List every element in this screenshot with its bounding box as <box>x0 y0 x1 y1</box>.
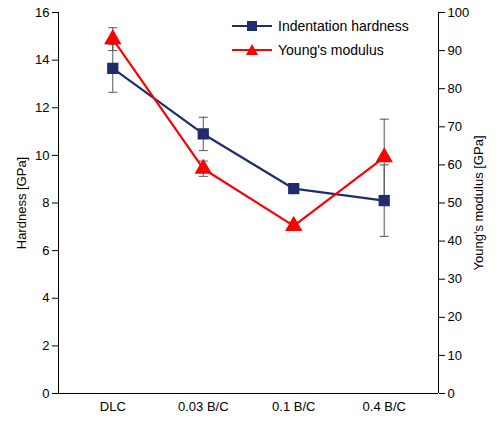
svg-text:12: 12 <box>35 100 49 115</box>
svg-text:20: 20 <box>448 309 462 324</box>
svg-text:8: 8 <box>42 195 49 210</box>
svg-text:80: 80 <box>448 81 462 96</box>
svg-text:10: 10 <box>448 348 462 363</box>
svg-text:4: 4 <box>42 290 49 305</box>
svg-text:90: 90 <box>448 43 462 58</box>
html-text:Indentation hardness: Indentation hardness <box>278 18 409 34</box>
svg-text:Hardness [GPa]: Hardness [GPa] <box>14 157 29 250</box>
svg-text:10: 10 <box>35 148 49 163</box>
html-text:Young's modulus: Young's modulus <box>278 42 384 58</box>
svg-text:30: 30 <box>448 271 462 286</box>
svg-text:0.03 B/C: 0.03 B/C <box>178 399 229 414</box>
svg-text:6: 6 <box>42 243 49 258</box>
svg-text:0: 0 <box>42 386 49 401</box>
svg-text:0.4 B/C: 0.4 B/C <box>363 399 406 414</box>
svg-text:70: 70 <box>448 119 462 134</box>
svg-text:60: 60 <box>448 157 462 172</box>
svg-text:40: 40 <box>448 233 462 248</box>
svg-text:14: 14 <box>35 52 49 67</box>
svg-text:0.1 B/C: 0.1 B/C <box>272 399 315 414</box>
svg-text:0: 0 <box>448 386 455 401</box>
svg-text:2: 2 <box>42 338 49 353</box>
svg-text:100: 100 <box>448 5 470 20</box>
svg-text:Young's modulus [GPa]: Young's modulus [GPa] <box>471 136 486 271</box>
svg-text:DLC: DLC <box>100 399 126 414</box>
svg-text:16: 16 <box>35 5 49 20</box>
svg-text:50: 50 <box>448 195 462 210</box>
